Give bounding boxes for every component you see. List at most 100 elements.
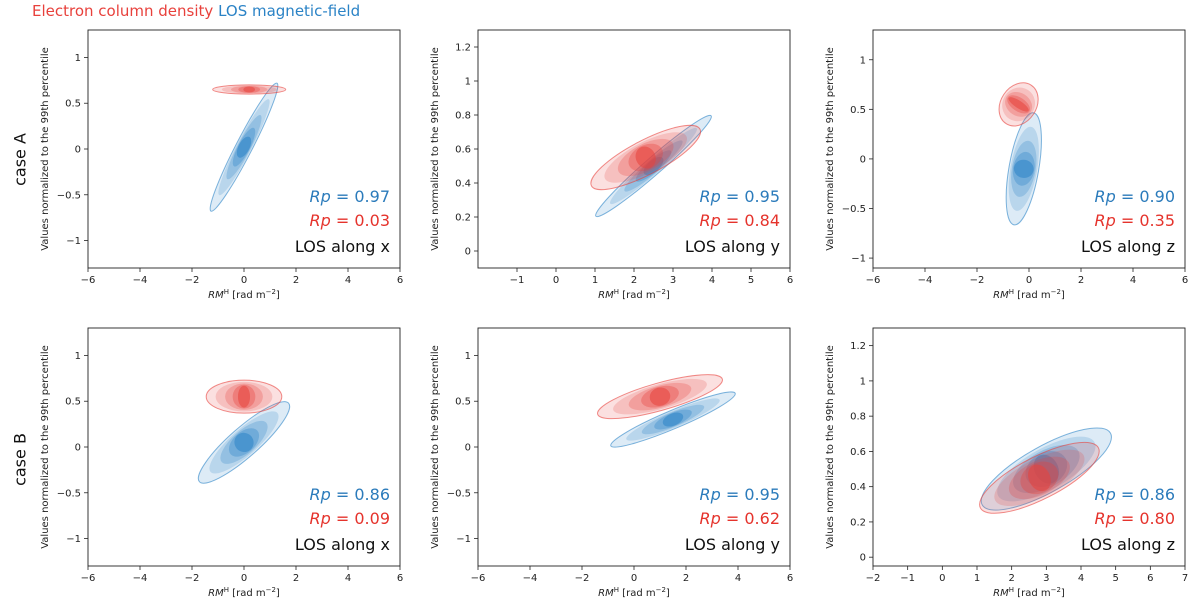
x-tick-label: 2 <box>631 275 637 286</box>
y-tick-label: 1 <box>465 77 471 88</box>
x-tick-label: −2 <box>185 275 200 286</box>
y-tick-label: −0.5 <box>57 488 81 499</box>
series-electron-column-density-contours <box>205 379 283 414</box>
x-tick-label: 2 <box>1078 275 1084 286</box>
x-axis-label: RMH [rad m−2] <box>598 586 670 599</box>
x-tick-label: −2 <box>970 275 985 286</box>
plot-area: −6 −4 −2 0 2 4 6 −1 −0.5 0 0.5 1 RMH [rad m−2] Values… <box>40 29 403 301</box>
contour-level-5 <box>662 412 684 427</box>
x-axis-label: RMH [rad m−2] <box>993 586 1065 599</box>
series-los-magnetic-field-contours <box>595 114 712 218</box>
y-axis-label: Values normalized to the 99th percentile <box>825 47 836 251</box>
annotation-los-direction: LOS along y <box>685 237 780 256</box>
x-tick-label: 2 <box>1008 573 1014 584</box>
x-tick-label: −4 <box>133 275 148 286</box>
y-tick-label: 0.5 <box>455 397 471 408</box>
y-tick-label: −1 <box>66 236 81 247</box>
annotation-los-direction: LOS along x <box>295 535 390 554</box>
x-tick-label: 4 <box>1130 275 1136 286</box>
x-tick-label: 1 <box>974 573 980 584</box>
x-tick-label: 1 <box>592 275 598 286</box>
density-contours <box>209 82 287 212</box>
annotation-rp-los: Rp = 0.95 <box>700 485 780 504</box>
annotation-los-direction: LOS along z <box>1081 535 1175 554</box>
x-tick-label: 0 <box>939 573 945 584</box>
x-tick-label: 6 <box>397 275 403 286</box>
y-axis-label: Values normalized to the 99th percentile <box>40 345 51 549</box>
x-tick-label: 3 <box>670 275 676 286</box>
y-tick-label: 1 <box>465 351 471 362</box>
x-tick-label: 7 <box>1182 573 1188 584</box>
x-tick-label: −4 <box>523 573 538 584</box>
x-tick-label: −2 <box>185 573 200 584</box>
y-tick-label: 0.5 <box>850 105 866 116</box>
x-tick-label: 5 <box>748 275 754 286</box>
annotation-rp-electron: Rp = 0.80 <box>1095 509 1175 528</box>
x-tick-label: 6 <box>787 275 793 286</box>
x-axis-label: RMH [rad m−2] <box>993 288 1065 301</box>
x-tick-label: −2 <box>866 573 881 584</box>
y-tick-label: 0.5 <box>65 99 81 110</box>
chart-panel-case-b-los-y: −6 −4 −2 0 2 4 6 −1 −0.5 0 0.5 1 RMH [rad m−2] Values… <box>430 327 793 599</box>
x-tick-label: 2 <box>683 573 689 584</box>
y-tick-label: −0.5 <box>842 204 866 215</box>
x-axis-label: RMH [rad m−2] <box>208 288 280 301</box>
contour-level-5 <box>1028 464 1051 492</box>
series-los-magnetic-field-contours <box>1005 112 1042 226</box>
series-los-magnetic-field-contours <box>610 391 736 448</box>
contour-level-5 <box>649 387 671 406</box>
x-tick-label: 4 <box>709 275 715 286</box>
plot-area: −2 −1 0 1 2 3 4 5 6 7 0 0.2 0.4 0.6 0.8 1 1.2 RMH [rad m−… <box>825 327 1188 599</box>
y-tick-label: 0.2 <box>455 213 471 224</box>
y-tick-label: 1 <box>75 351 81 362</box>
y-tick-label: 0.4 <box>455 179 471 190</box>
annotation-rp-los: Rp = 0.90 <box>1095 187 1175 206</box>
x-tick-label: 6 <box>1182 275 1188 286</box>
contour-level-5 <box>635 146 656 169</box>
series-electron-column-density-contours <box>979 441 1100 514</box>
contour-level-5 <box>234 432 254 453</box>
y-tick-label: 1 <box>860 376 866 387</box>
annotation-rp-los: Rp = 0.95 <box>700 187 780 206</box>
y-tick-label: 0 <box>860 553 866 564</box>
annotation-los-direction: LOS along z <box>1081 237 1175 256</box>
contour-level-5 <box>1013 159 1034 178</box>
annotation-rp-electron: Rp = 0.84 <box>700 211 780 230</box>
y-tick-label: 0.8 <box>455 111 471 122</box>
x-tick-label: 6 <box>1147 573 1153 584</box>
x-tick-label: 0 <box>241 573 247 584</box>
contour-level-5 <box>236 136 252 158</box>
series-los-magnetic-field-contours <box>197 401 291 484</box>
x-tick-label: 0 <box>553 275 559 286</box>
x-tick-label: 2 <box>293 275 299 286</box>
y-tick-label: 1.2 <box>455 43 471 54</box>
y-tick-label: 1 <box>860 55 866 66</box>
annotation-rp-electron: Rp = 0.03 <box>310 211 390 230</box>
y-axis-label: Values normalized to the 99th percentile <box>40 47 51 251</box>
y-tick-label: −1 <box>851 254 866 265</box>
row-label-case-b: case B <box>10 433 30 486</box>
x-tick-label: −6 <box>81 275 96 286</box>
plot-area: −6 −4 −2 0 2 4 6 −1 −0.5 0 0.5 1 RMH [rad m−2] Values… <box>40 327 403 599</box>
x-tick-label: −6 <box>866 275 881 286</box>
contour-level-5 <box>237 385 251 408</box>
y-tick-label: 1 <box>75 53 81 64</box>
y-tick-label: 0.5 <box>65 397 81 408</box>
y-tick-label: 0 <box>860 154 866 165</box>
density-contours <box>197 379 291 484</box>
x-tick-label: 0 <box>241 275 247 286</box>
annotation-los-direction: LOS along x <box>295 237 390 256</box>
contour-level-5 <box>243 86 256 93</box>
y-tick-label: 1.2 <box>850 341 866 352</box>
x-tick-label: 4 <box>345 275 351 286</box>
x-tick-label: 0 <box>1026 275 1032 286</box>
contour-level-5 <box>643 156 664 176</box>
y-tick-label: 0.4 <box>850 482 866 493</box>
series-electron-column-density-contours <box>998 82 1039 127</box>
x-tick-label: 4 <box>735 573 741 584</box>
annotation-rp-los: Rp = 0.86 <box>310 485 390 504</box>
axes-frame <box>477 327 791 567</box>
annotation-rp-electron: Rp = 0.09 <box>310 509 390 528</box>
chart-panel-case-a-los-z: −6 −4 −2 0 2 4 6 −1 −0.5 0 0.5 1 RMH [rad m−2] Values… <box>825 29 1188 301</box>
legend-los-label: LOS magnetic-field <box>218 2 361 20</box>
